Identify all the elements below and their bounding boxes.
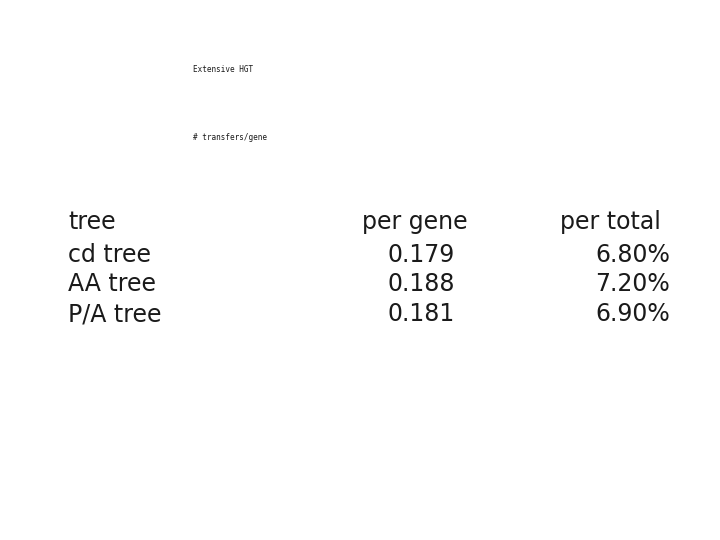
- Text: Extensive HGT: Extensive HGT: [193, 65, 253, 74]
- Text: per gene: per gene: [362, 210, 468, 234]
- Text: P/A tree: P/A tree: [68, 302, 161, 326]
- Text: cd tree: cd tree: [68, 243, 151, 267]
- Text: 7.20%: 7.20%: [595, 272, 670, 296]
- Text: AA tree: AA tree: [68, 272, 156, 296]
- Text: 6.90%: 6.90%: [595, 302, 670, 326]
- Text: 0.181: 0.181: [388, 302, 455, 326]
- Text: tree: tree: [68, 210, 116, 234]
- Text: 6.80%: 6.80%: [595, 243, 670, 267]
- Text: 0.188: 0.188: [387, 272, 455, 296]
- Text: 0.179: 0.179: [388, 243, 455, 267]
- Text: per total: per total: [559, 210, 660, 234]
- Text: # transfers/gene: # transfers/gene: [193, 133, 267, 142]
